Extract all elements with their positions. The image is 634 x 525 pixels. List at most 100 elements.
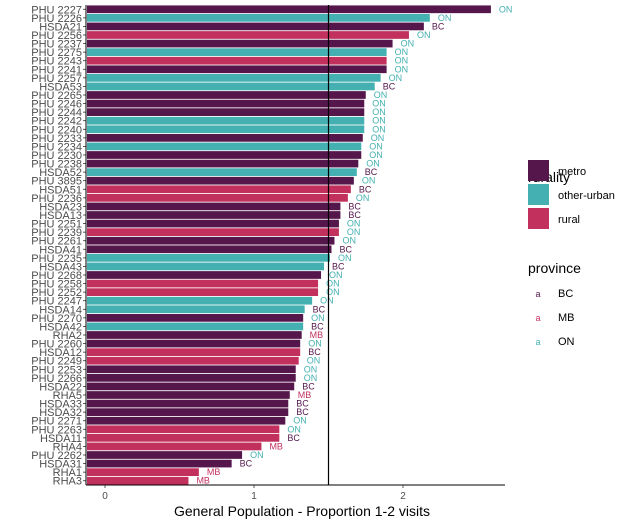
bar-province-label: BC — [332, 261, 345, 271]
y-tick-label: RHA1 — [53, 467, 82, 479]
legend-key-other-urban — [528, 184, 549, 205]
y-tick-label: HSDA21 — [39, 21, 82, 33]
y-tick-label: PHU 2252 — [31, 287, 82, 299]
y-tick-label: HSDA42 — [39, 321, 82, 333]
bar-hsda11 — [87, 434, 280, 442]
bar-phu-2227 — [87, 5, 491, 14]
bar-province-label: BC — [302, 381, 315, 391]
bar-province-label: ON — [293, 416, 307, 426]
bar-phu-2247 — [87, 296, 313, 305]
y-tick-label: PHU 2258 — [31, 279, 82, 291]
y-tick-label: PHU 2270 — [31, 313, 82, 325]
y-tick-label: RHA5 — [53, 390, 82, 402]
bar-province-label: ON — [395, 47, 409, 57]
y-tick-label: HSDA41 — [39, 244, 82, 256]
bar-phu-2257 — [87, 74, 381, 82]
bar-province-label: ON — [369, 141, 383, 151]
bar-phu-2230 — [87, 151, 362, 159]
bar-phu-2235 — [87, 254, 330, 262]
y-tick-label: PHU 2237 — [31, 39, 82, 51]
bar-phu-2261 — [87, 236, 335, 245]
bar-province-label: BC — [296, 399, 309, 409]
y-tick-label: PHU 2246 — [31, 99, 82, 111]
y-tick-label: HSDA51 — [39, 184, 82, 196]
bar-hsda52 — [87, 168, 357, 176]
bar-province-label: ON — [320, 296, 334, 306]
y-tick-label: PHU 2247 — [31, 296, 82, 308]
y-tick-label: PHU 2257 — [31, 73, 82, 85]
bar-phu-2275 — [87, 48, 387, 56]
bar-hsda32 — [87, 408, 289, 416]
legend-key-ON: a — [535, 337, 540, 347]
y-tick-label: HSDA23 — [39, 201, 82, 213]
bar-phu-2246 — [87, 99, 365, 108]
bar-hsda33 — [87, 399, 289, 408]
bar-province-label: ON — [372, 107, 386, 117]
bar-rha5 — [87, 391, 290, 399]
y-tick-label: HSDA12 — [39, 347, 82, 359]
y-tick-label: PHU 2242 — [31, 116, 82, 128]
bar-province-label: BC — [296, 407, 309, 417]
bar-province-label: ON — [287, 424, 301, 434]
bar-province-label: ON — [401, 39, 415, 49]
bar-province-label: BC — [308, 347, 321, 357]
bar-hsda51 — [87, 185, 351, 194]
bar-rha3 — [87, 476, 189, 485]
y-tick-label: HSDA32 — [39, 407, 82, 419]
y-tick-label: PHU 2253 — [31, 364, 82, 376]
bar-province-label: ON — [362, 176, 376, 186]
bar-rha2 — [87, 331, 302, 339]
bar-phu-2265 — [87, 91, 366, 99]
bar-phu-2256 — [87, 31, 409, 39]
legend-key-rural — [528, 208, 549, 229]
bar-phu-2262 — [87, 451, 243, 459]
bar-rha1 — [87, 468, 199, 476]
bar-phu-2266 — [87, 374, 296, 382]
bar-phu-2271 — [87, 416, 286, 425]
y-tick-label: PHU 2249 — [31, 356, 82, 368]
bar-province-label: ON — [389, 73, 403, 83]
bar-province-label: BC — [348, 201, 361, 211]
y-tick-label: PHU 2236 — [31, 193, 82, 205]
bar-rha4 — [87, 442, 262, 451]
bar-province-label: BC — [359, 184, 372, 194]
bar-province-label: ON — [395, 64, 409, 74]
legend-key-BC: a — [535, 289, 540, 299]
bar-phu-2252 — [87, 288, 319, 296]
y-tick-label: PHU 2262 — [31, 450, 82, 462]
legend-label-BC: BC — [558, 288, 573, 300]
bar-phu-2258 — [87, 279, 319, 288]
bar-province-label: ON — [374, 90, 388, 100]
bar-phu-2260 — [87, 339, 301, 348]
bar-phu-3895 — [87, 176, 354, 185]
bar-province-label: BC — [432, 21, 445, 31]
bar-province-label: ON — [311, 313, 325, 323]
bar-hsda41 — [87, 245, 332, 254]
bar-province-label: MB — [310, 330, 324, 340]
bar-province-label: ON — [372, 116, 386, 126]
bar-province-label: ON — [342, 236, 356, 246]
bar-phu-2253 — [87, 365, 296, 374]
legend-key-metro — [528, 160, 549, 181]
bar-province-label: MB — [269, 441, 283, 451]
y-tick-label: HSDA14 — [39, 304, 82, 316]
bar-province-label: ON — [369, 150, 383, 160]
x-tick-label: 1 — [251, 491, 257, 502]
bar-province-label: MB — [196, 476, 210, 486]
y-tick-label: RHA4 — [53, 441, 82, 453]
bar-province-label: BC — [383, 81, 396, 91]
bar-phu-2249 — [87, 356, 299, 365]
x-tick-label: 2 — [400, 491, 406, 502]
y-tick-label: PHU 2268 — [31, 270, 82, 282]
bar-phu-2240 — [87, 125, 365, 134]
bar-phu-2242 — [87, 116, 365, 125]
y-tick-label: HSDA43 — [39, 261, 82, 273]
bar-province-label: ON — [326, 279, 340, 289]
bar-phu-2268 — [87, 271, 322, 279]
bar-hsda14 — [87, 305, 305, 314]
y-tick-label: PHU 2235 — [31, 253, 82, 265]
bar-province-label: BC — [240, 459, 253, 469]
bar-province-label: ON — [438, 13, 452, 23]
